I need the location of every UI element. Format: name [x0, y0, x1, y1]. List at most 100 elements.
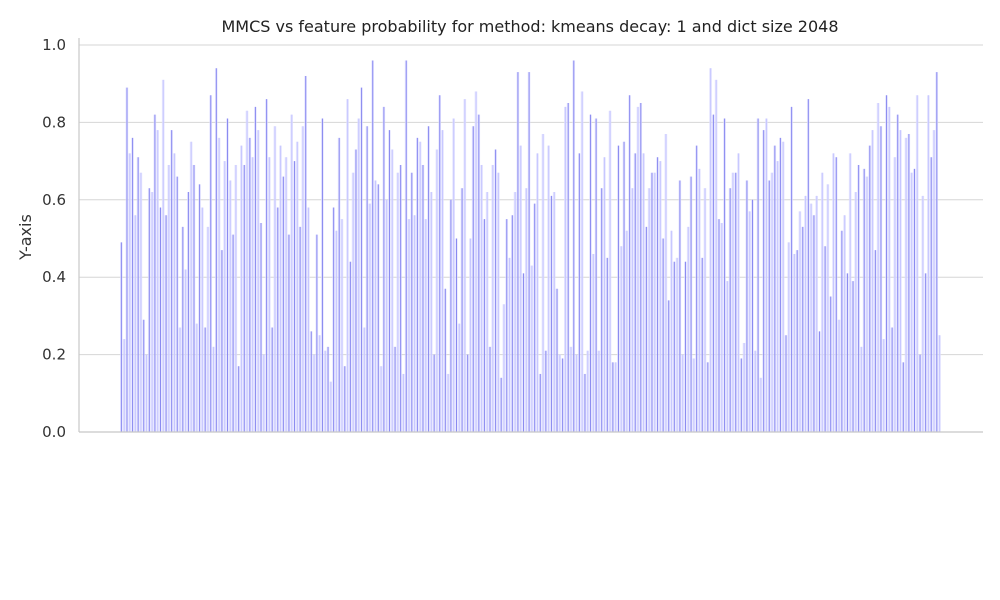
bar	[133, 215, 137, 432]
bar	[195, 323, 199, 432]
bar	[767, 180, 771, 432]
y-tick-label: 0.4	[42, 268, 66, 286]
bar	[706, 362, 710, 432]
bar	[608, 110, 612, 432]
bar	[678, 180, 682, 432]
bar	[896, 114, 899, 432]
bar	[354, 149, 358, 433]
bar	[681, 354, 684, 432]
bar	[790, 106, 793, 433]
bar	[720, 223, 724, 432]
bar	[307, 207, 310, 432]
bar	[787, 242, 791, 432]
bar	[220, 250, 224, 432]
bar	[631, 188, 634, 432]
bar	[189, 141, 193, 432]
bar	[346, 99, 349, 433]
bar	[522, 273, 525, 432]
bar	[918, 354, 922, 432]
bar	[343, 366, 347, 432]
bar	[575, 354, 578, 432]
y-tick-label: 0.6	[42, 191, 66, 209]
bar	[508, 257, 511, 432]
bar	[770, 172, 774, 432]
y-tick-label: 0.8	[42, 113, 66, 131]
bar	[639, 103, 643, 433]
bar	[561, 358, 564, 432]
bar	[516, 72, 520, 432]
bar	[792, 253, 796, 432]
bar	[438, 95, 441, 432]
bar	[737, 153, 740, 433]
bar	[371, 60, 374, 432]
bar	[175, 176, 179, 432]
bar	[519, 145, 522, 432]
bar	[231, 234, 235, 432]
bar	[731, 172, 735, 432]
bar	[499, 377, 503, 432]
bar	[860, 346, 863, 432]
bar	[147, 188, 151, 432]
bar	[404, 60, 408, 432]
bar	[672, 261, 676, 432]
bar	[340, 219, 344, 432]
bar	[619, 246, 623, 432]
bar	[234, 164, 238, 432]
bar	[854, 192, 858, 432]
bar	[362, 327, 366, 432]
bar	[703, 188, 707, 432]
bar	[488, 346, 492, 432]
bar	[510, 215, 514, 432]
bar	[879, 126, 883, 433]
bar	[935, 72, 939, 432]
bar	[173, 153, 176, 433]
bar	[284, 157, 288, 433]
bar	[226, 118, 229, 432]
bar	[396, 172, 400, 432]
bar	[544, 350, 548, 432]
bar	[586, 350, 589, 432]
bar	[251, 157, 254, 433]
bar	[463, 99, 467, 433]
bar	[873, 250, 877, 432]
bar	[636, 106, 640, 433]
bar	[569, 346, 573, 432]
bar	[240, 145, 243, 432]
bar	[901, 362, 905, 432]
bar	[457, 323, 461, 432]
bar	[268, 157, 271, 433]
bar	[558, 354, 562, 432]
bar	[555, 288, 559, 432]
bar	[390, 149, 394, 433]
bar	[591, 253, 595, 432]
bar	[287, 234, 291, 432]
bar	[410, 172, 414, 432]
bar	[692, 358, 696, 432]
bar	[675, 257, 679, 432]
bar	[273, 126, 277, 433]
bar	[611, 362, 615, 432]
bar	[938, 335, 941, 432]
bar	[248, 137, 252, 432]
bar	[904, 137, 908, 432]
bar	[580, 91, 584, 432]
bar	[446, 373, 450, 432]
bar	[145, 354, 148, 432]
bar	[686, 226, 690, 432]
bar	[178, 327, 182, 432]
bar	[399, 164, 402, 432]
bar	[885, 95, 888, 432]
bar	[153, 114, 157, 432]
bar	[335, 230, 338, 432]
bar	[893, 157, 897, 433]
bar	[256, 130, 260, 432]
bar	[368, 203, 372, 432]
bar	[667, 300, 670, 432]
bar	[293, 161, 296, 432]
bar	[136, 157, 140, 433]
chart-title: MMCS vs feature probability for method: …	[221, 17, 838, 36]
bar	[762, 130, 765, 432]
bar	[181, 226, 185, 432]
bar	[348, 261, 352, 432]
bar	[223, 161, 226, 432]
